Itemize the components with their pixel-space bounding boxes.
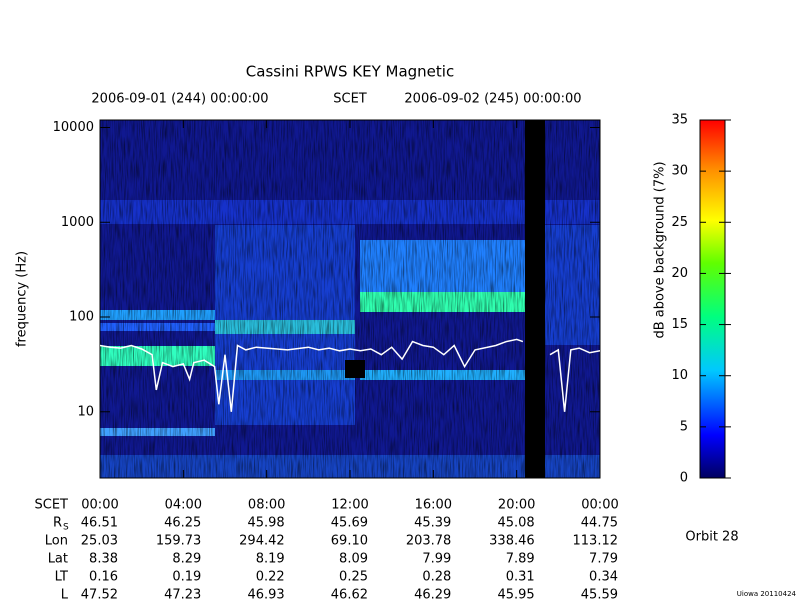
ephemeris-label-sub: S bbox=[63, 523, 69, 533]
ephemeris-value: 159.73 bbox=[156, 534, 202, 549]
x-tick-label: 04:00 bbox=[165, 498, 202, 513]
ephemeris-value: 0.16 bbox=[89, 570, 118, 585]
colorbar-tick-label: 35 bbox=[671, 113, 688, 128]
ephemeris-value: 46.93 bbox=[247, 588, 284, 600]
x-tick-label: 00:00 bbox=[581, 498, 618, 513]
ephemeris-value: 338.46 bbox=[489, 534, 535, 549]
ephemeris-value: 46.29 bbox=[414, 588, 451, 600]
spectrogram-image bbox=[100, 120, 600, 478]
ephemeris-label: L bbox=[61, 588, 69, 600]
x-tick-label: 16:00 bbox=[415, 498, 452, 513]
ephemeris-value: 45.39 bbox=[414, 516, 451, 531]
ephemeris-label: Lon bbox=[45, 534, 68, 549]
colorbar-tick-label: 30 bbox=[671, 164, 688, 179]
x-tick-label: 12:00 bbox=[331, 498, 368, 513]
ephemeris-value: 45.59 bbox=[581, 588, 618, 600]
ephemeris-value: 45.69 bbox=[331, 516, 368, 531]
ephemeris-value: 0.22 bbox=[256, 570, 285, 585]
ephemeris-label: R bbox=[53, 516, 62, 531]
ephemeris-value: 0.34 bbox=[589, 570, 618, 585]
colorbar bbox=[699, 119, 726, 479]
ephemeris-value: 7.79 bbox=[589, 552, 618, 567]
data-line bbox=[100, 338, 600, 412]
ephemeris-value: 46.25 bbox=[164, 516, 201, 531]
y-tick-label: 10000 bbox=[53, 120, 94, 135]
ephemeris-value: 46.51 bbox=[81, 516, 118, 531]
top-label: 2006-09-01 (244) 00:00:00 bbox=[91, 92, 268, 107]
ephemeris-value: 45.98 bbox=[247, 516, 284, 531]
orbit-label: Orbit 28 bbox=[685, 530, 738, 545]
ephemeris-value: 47.23 bbox=[164, 588, 201, 600]
ephemeris-value: 46.62 bbox=[331, 588, 368, 600]
ephemeris-value: 8.38 bbox=[89, 552, 118, 567]
credit: Uiowa 20110424 bbox=[737, 590, 797, 598]
ephemeris-value: 8.19 bbox=[256, 552, 285, 567]
ephemeris-value: 69.10 bbox=[331, 534, 368, 549]
ephemeris-value: 203.78 bbox=[406, 534, 452, 549]
ephemeris-value: 44.75 bbox=[581, 516, 618, 531]
ephemeris-value: 0.25 bbox=[339, 570, 368, 585]
ephemeris-label: LT bbox=[55, 570, 68, 585]
ephemeris-value: 45.08 bbox=[497, 516, 534, 531]
x-tick-label: 00:00 bbox=[81, 498, 118, 513]
ephemeris-value: 0.28 bbox=[422, 570, 451, 585]
ephemeris-value: 0.31 bbox=[506, 570, 535, 585]
ephemeris-value: 7.99 bbox=[422, 552, 451, 567]
top-label: 2006-09-02 (245) 00:00:00 bbox=[404, 92, 581, 107]
y-tick-label: 10 bbox=[77, 404, 94, 419]
ephemeris-value: 45.95 bbox=[497, 588, 534, 600]
y-axis-label: frequency (Hz) bbox=[15, 251, 30, 347]
ephemeris-label: Lat bbox=[48, 552, 68, 567]
ephemeris-value: 8.09 bbox=[339, 552, 368, 567]
x-row-label: SCET bbox=[35, 498, 69, 513]
y-tick-label: 1000 bbox=[61, 215, 94, 230]
ephemeris-value: 47.52 bbox=[81, 588, 118, 600]
colorbar-tick-label: 0 bbox=[680, 471, 688, 486]
ephemeris-value: 7.89 bbox=[506, 552, 535, 567]
colorbar-tick-label: 10 bbox=[671, 368, 688, 383]
ephemeris-value: 113.12 bbox=[573, 534, 619, 549]
x-tick-label: 20:00 bbox=[498, 498, 535, 513]
x-tick-label: 08:00 bbox=[248, 498, 285, 513]
ephemeris-value: 294.42 bbox=[239, 534, 285, 549]
ephemeris-value: 8.29 bbox=[172, 552, 201, 567]
colorbar-tick-label: 25 bbox=[671, 215, 688, 230]
colorbar-tick-label: 20 bbox=[671, 266, 688, 281]
ephemeris-value: 25.03 bbox=[81, 534, 118, 549]
ephemeris-value: 0.19 bbox=[172, 570, 201, 585]
colorbar-tick-label: 15 bbox=[671, 317, 688, 332]
top-label: SCET bbox=[333, 92, 367, 107]
y-tick-label: 100 bbox=[69, 310, 94, 325]
chart-title: Cassini RPWS KEY Magnetic bbox=[246, 63, 454, 81]
colorbar-label: dB above background (7%) bbox=[653, 161, 668, 338]
colorbar-tick-label: 5 bbox=[680, 419, 688, 434]
